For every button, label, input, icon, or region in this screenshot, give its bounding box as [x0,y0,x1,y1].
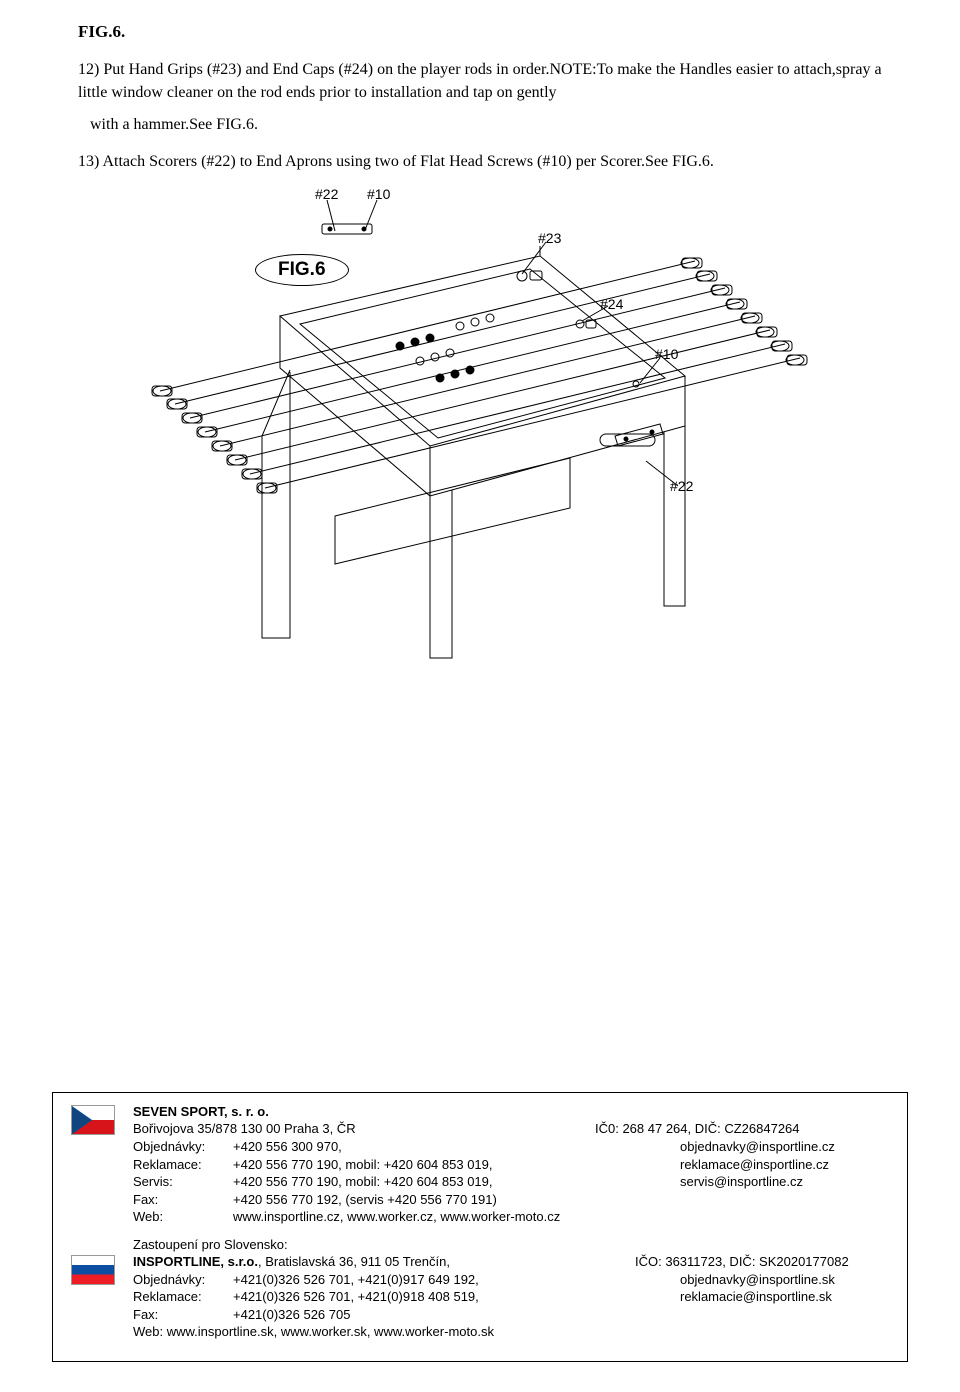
contact-row-mid: +421(0)326 526 705 [233,1306,680,1324]
contact-row-right [680,1191,895,1209]
contact-row: Servis:+420 556 770 190, mobil: +420 604… [133,1173,895,1191]
contact-row: Reklamace:+420 556 770 190, mobil: +420 … [133,1156,895,1174]
sk-web: Web: www.insportline.sk, www.worker.sk, … [133,1323,895,1341]
sk-ico: IČO: 36311723, DIČ: SK2020177082 [635,1253,895,1271]
contact-row-right: reklamacie@insportline.sk [680,1288,895,1306]
contact-row: Fax:+421(0)326 526 705 [133,1306,895,1324]
instruction-step-13: 13) Attach Scorers (#22) to End Aprons u… [78,150,882,173]
cz-company: SEVEN SPORT, s. r. o. [133,1104,269,1119]
contact-row-mid: +420 556 770 192, (servis +420 556 770 1… [233,1191,680,1209]
contact-row-label: Fax: [133,1191,233,1209]
contact-row-label: Servis: [133,1173,233,1191]
contact-row-mid: +420 556 770 190, mobil: +420 604 853 01… [233,1173,680,1191]
contact-sk: Zastoupení pro Slovensko: INSPORTLINE, s… [133,1236,895,1341]
contact-row-right: objednavky@insportline.sk [680,1271,895,1289]
contact-row-label: Fax: [133,1306,233,1324]
foosball-diagram-svg [130,186,830,676]
contact-row-label: Web: [133,1208,233,1226]
instruction-step-12: 12) Put Hand Grips (#23) and End Caps (#… [78,58,882,104]
contact-row: Fax:+420 556 770 192, (servis +420 556 7… [133,1191,895,1209]
contact-row-label: Objednávky: [133,1138,233,1156]
contact-row-mid: +421(0)326 526 701, +421(0)918 408 519, [233,1288,680,1306]
flag-sk-icon [71,1255,115,1285]
diagram-area: #22 #10 #23 FIG.6 #24 #10 #22 [130,186,830,676]
contact-row-mid: +420 556 770 190, mobil: +420 604 853 01… [233,1156,680,1174]
contact-row: Reklamace:+421(0)326 526 701, +421(0)918… [133,1288,895,1306]
contact-row-right: servis@insportline.cz [680,1173,895,1191]
contact-row-right [680,1306,895,1324]
contact-row-right: objednavky@insportline.cz [680,1138,895,1156]
contact-row-label: Reklamace: [133,1288,233,1306]
flag-cz-icon [71,1105,115,1135]
sk-title: Zastoupení pro Slovensko: [133,1236,895,1254]
sk-company: INSPORTLINE, s.r.o. [133,1254,258,1269]
contact-cz: SEVEN SPORT, s. r. o. Bořivojova 35/878 … [133,1103,895,1226]
sk-address: , Bratislavská 36, 911 05 Trenčín, [258,1254,450,1269]
contact-row-right [680,1208,895,1226]
contact-row-mid: www.insportline.cz, www.worker.cz, www.w… [233,1208,680,1226]
contact-row-mid: +420 556 300 970, [233,1138,680,1156]
contact-row-right: reklamace@insportline.cz [680,1156,895,1174]
cz-ico: IČ0: 268 47 264, DIČ: CZ26847264 [595,1120,895,1138]
page: FIG.6. 12) Put Hand Grips (#23) and End … [0,0,960,1392]
contact-row: Objednávky:+421(0)326 526 701, +421(0)91… [133,1271,895,1289]
cz-address: Bořivojova 35/878 130 00 Praha 3, ČR [133,1120,595,1138]
contact-row-label: Reklamace: [133,1156,233,1174]
instruction-step-12-cont: with a hammer.See FIG.6. [90,116,882,134]
contact-row-mid: +421(0)326 526 701, +421(0)917 649 192, [233,1271,680,1289]
figure-header: FIG.6. [78,22,882,42]
contact-row: Web:www.insportline.cz, www.worker.cz, w… [133,1208,895,1226]
contact-panel: SEVEN SPORT, s. r. o. Bořivojova 35/878 … [52,1092,908,1362]
contact-row: Objednávky:+420 556 300 970,objednavky@i… [133,1138,895,1156]
contact-row-label: Objednávky: [133,1271,233,1289]
